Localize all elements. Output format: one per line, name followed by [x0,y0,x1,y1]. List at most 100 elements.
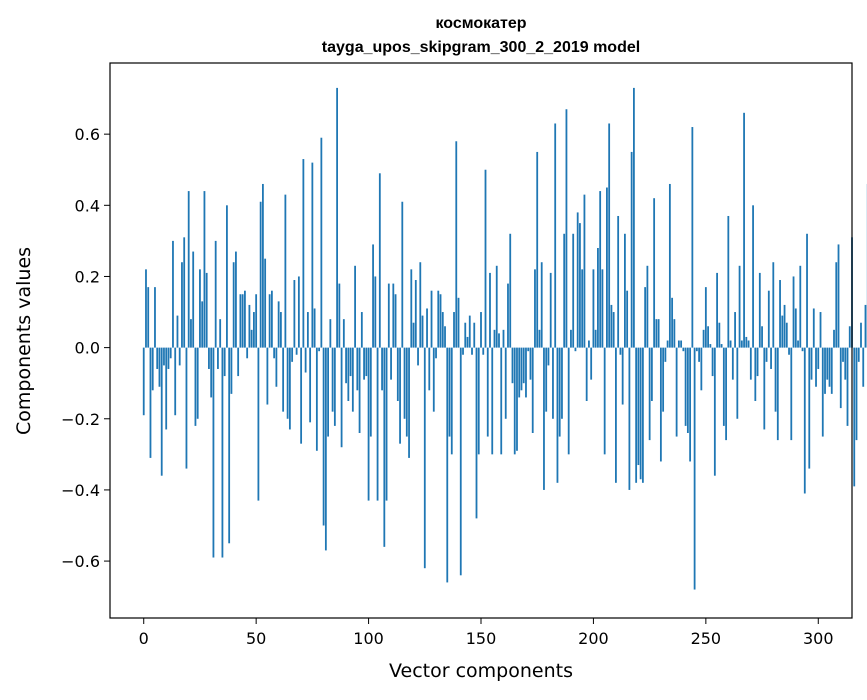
bar [249,305,251,348]
bar [361,312,363,348]
bar [143,348,145,416]
bar [244,291,246,348]
bar [192,252,194,348]
bar [507,284,509,348]
bar [226,205,228,347]
bar [671,298,673,348]
bar [190,319,192,347]
bar [588,341,590,348]
bar [611,305,613,348]
bar [518,348,520,398]
bar [219,319,221,347]
bar [723,348,725,426]
bar [201,301,203,347]
bar [168,348,170,369]
bar [566,109,568,347]
bar [500,348,502,455]
bar [377,348,379,501]
bar [368,348,370,501]
bar [548,348,550,366]
y-tick-label: −0.6 [61,552,100,571]
x-tick-label: 100 [353,629,384,648]
bar [338,284,340,348]
bar [264,259,266,348]
bar [309,348,311,423]
bar [291,348,293,362]
bar [849,326,851,347]
bar [772,262,774,347]
bar [604,348,606,455]
bar [437,291,439,348]
bar [703,330,705,348]
bar [478,348,480,455]
bar [334,348,336,426]
bar [687,348,689,433]
bar [464,323,466,348]
bar [790,348,792,441]
bar [806,234,808,348]
bar [682,348,684,352]
bar [779,280,781,348]
bar [557,348,559,483]
bar [251,330,253,348]
bar [530,348,532,380]
bar [181,262,183,347]
bar [757,348,759,376]
bar [770,348,772,369]
bar [608,123,610,347]
bar [721,344,723,348]
bar [329,319,331,347]
bar [284,195,286,348]
bar [698,348,700,362]
bar [195,348,197,426]
bar [847,348,849,426]
bar [700,348,702,391]
bar [440,294,442,347]
bar [570,330,572,348]
bar [395,294,397,347]
bar [262,184,264,348]
bar [204,191,206,348]
bar [673,319,675,347]
bar [775,348,777,412]
bar [188,191,190,348]
x-axis-label: Vector components [389,660,573,682]
bar [804,348,806,494]
bar [568,348,570,455]
bar [383,348,385,547]
x-tick-label: 150 [466,629,497,648]
bar [354,266,356,348]
bar [651,348,653,401]
bar [343,319,345,347]
bar [280,312,282,348]
bar [455,141,457,347]
bar [415,280,417,348]
bar [577,212,579,347]
bar [480,312,482,348]
bar [458,298,460,348]
bar [712,348,714,376]
bar [408,348,410,458]
bar [293,280,295,348]
bar [525,348,527,398]
bar [523,348,525,384]
bar [617,216,619,348]
bar [642,348,644,483]
bar [802,348,804,352]
bar [660,348,662,462]
bar [615,348,617,483]
bar [345,348,347,384]
bar [781,316,783,348]
bar [347,348,349,401]
bar [559,348,561,437]
bar [498,333,500,347]
bar [829,348,831,387]
bar [545,348,547,412]
y-tick-label: −0.2 [61,410,100,429]
bar [745,337,747,348]
bar [161,348,163,476]
bar [271,291,273,348]
bar [372,244,374,347]
bar [602,269,604,347]
